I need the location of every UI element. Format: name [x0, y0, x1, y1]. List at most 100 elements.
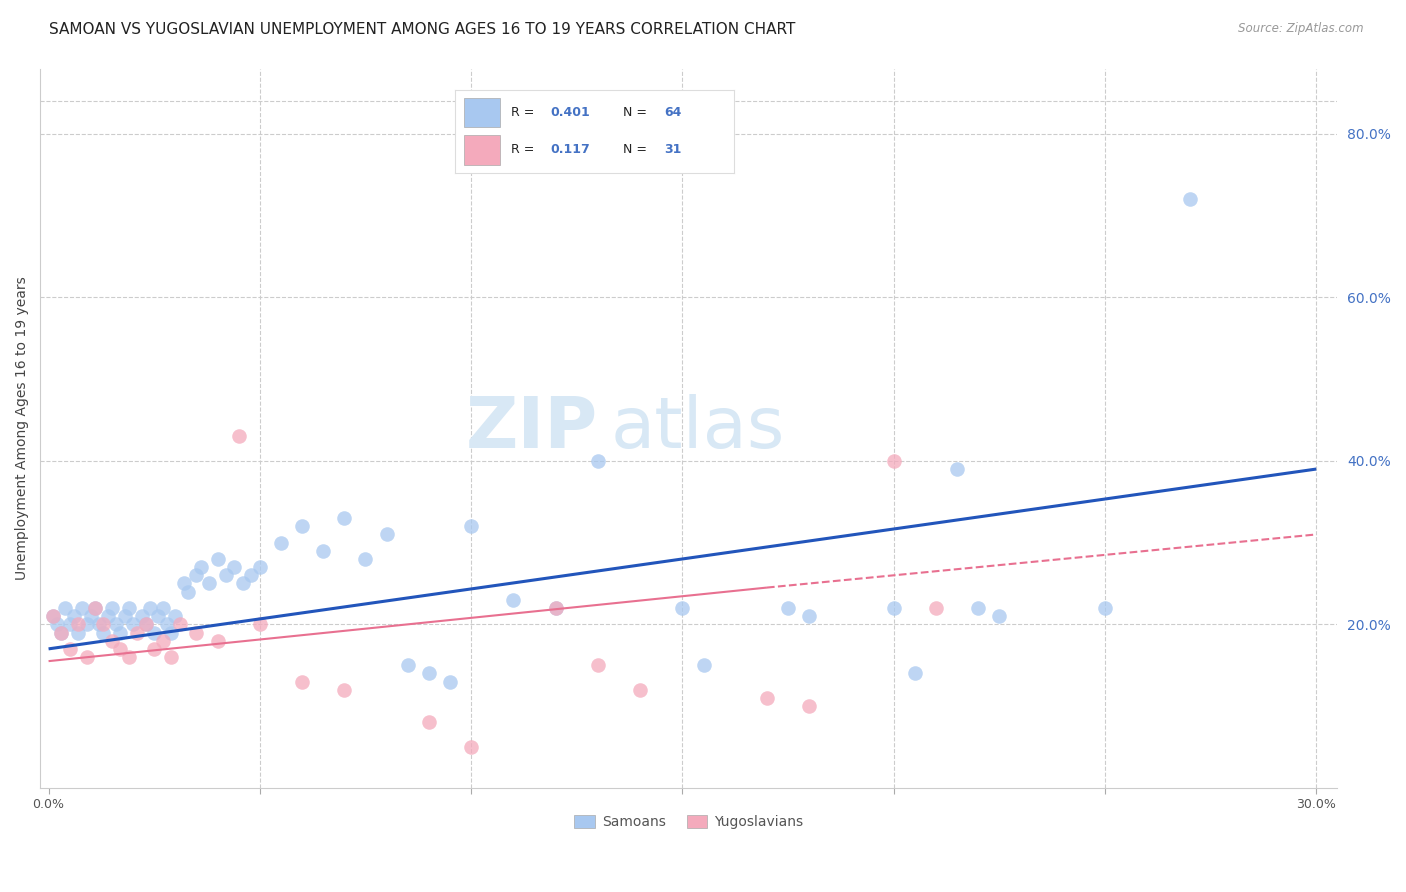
- Point: [127, 625, 149, 640]
- Point: [93, 617, 115, 632]
- Point: [967, 601, 990, 615]
- Point: [628, 682, 651, 697]
- Point: [692, 658, 714, 673]
- Point: [186, 625, 208, 640]
- Point: [93, 625, 115, 640]
- Point: [101, 633, 124, 648]
- Point: [131, 609, 153, 624]
- Point: [439, 674, 461, 689]
- Point: [418, 666, 440, 681]
- Point: [207, 552, 229, 566]
- Point: [169, 617, 191, 632]
- Point: [76, 617, 98, 632]
- Point: [291, 674, 314, 689]
- Point: [354, 552, 377, 566]
- Point: [46, 617, 69, 632]
- Point: [946, 462, 969, 476]
- Point: [799, 609, 821, 624]
- Text: SAMOAN VS YUGOSLAVIAN UNEMPLOYMENT AMONG AGES 16 TO 19 YEARS CORRELATION CHART: SAMOAN VS YUGOSLAVIAN UNEMPLOYMENT AMONG…: [49, 22, 796, 37]
- Point: [988, 609, 1011, 624]
- Point: [671, 601, 693, 615]
- Point: [135, 617, 157, 632]
- Point: [122, 617, 145, 632]
- Y-axis label: Unemployment Among Ages 16 to 19 years: Unemployment Among Ages 16 to 19 years: [15, 277, 30, 580]
- Point: [177, 584, 200, 599]
- Point: [925, 601, 948, 615]
- Point: [139, 601, 162, 615]
- Point: [72, 601, 94, 615]
- Point: [586, 454, 609, 468]
- Point: [460, 519, 482, 533]
- Point: [190, 560, 212, 574]
- Point: [118, 601, 141, 615]
- Point: [1094, 601, 1116, 615]
- Point: [312, 543, 335, 558]
- Point: [270, 535, 292, 549]
- Point: [152, 601, 174, 615]
- Point: [84, 601, 107, 615]
- Point: [160, 625, 183, 640]
- Point: [333, 682, 356, 697]
- Point: [904, 666, 927, 681]
- Text: ZIP: ZIP: [465, 393, 598, 463]
- Point: [89, 617, 111, 632]
- Point: [110, 641, 132, 656]
- Point: [799, 699, 821, 714]
- Point: [84, 601, 107, 615]
- Point: [63, 609, 86, 624]
- Point: [42, 609, 65, 624]
- Point: [207, 633, 229, 648]
- Point: [460, 739, 482, 754]
- Point: [502, 592, 524, 607]
- Point: [101, 601, 124, 615]
- Point: [883, 454, 905, 468]
- Point: [118, 650, 141, 665]
- Point: [240, 568, 263, 582]
- Point: [76, 650, 98, 665]
- Point: [51, 625, 73, 640]
- Point: [883, 601, 905, 615]
- Point: [51, 625, 73, 640]
- Point: [776, 601, 799, 615]
- Point: [544, 601, 567, 615]
- Point: [67, 617, 90, 632]
- Point: [165, 609, 187, 624]
- Point: [228, 429, 250, 443]
- Point: [224, 560, 246, 574]
- Point: [249, 560, 271, 574]
- Legend: Samoans, Yugoslavians: Samoans, Yugoslavians: [568, 810, 808, 835]
- Point: [232, 576, 254, 591]
- Point: [160, 650, 183, 665]
- Point: [59, 617, 82, 632]
- Point: [215, 568, 238, 582]
- Point: [110, 625, 132, 640]
- Point: [135, 617, 157, 632]
- Point: [249, 617, 271, 632]
- Point: [148, 609, 170, 624]
- Point: [586, 658, 609, 673]
- Point: [544, 601, 567, 615]
- Point: [143, 641, 166, 656]
- Point: [59, 641, 82, 656]
- Point: [396, 658, 419, 673]
- Point: [418, 715, 440, 730]
- Point: [173, 576, 195, 591]
- Point: [97, 609, 120, 624]
- Point: [198, 576, 221, 591]
- Point: [143, 625, 166, 640]
- Point: [755, 690, 778, 705]
- Point: [375, 527, 398, 541]
- Point: [55, 601, 77, 615]
- Point: [80, 609, 103, 624]
- Point: [105, 617, 128, 632]
- Point: [156, 617, 179, 632]
- Point: [1178, 192, 1201, 206]
- Point: [114, 609, 136, 624]
- Point: [42, 609, 65, 624]
- Point: [333, 511, 356, 525]
- Point: [291, 519, 314, 533]
- Point: [186, 568, 208, 582]
- Point: [67, 625, 90, 640]
- Text: Source: ZipAtlas.com: Source: ZipAtlas.com: [1239, 22, 1364, 36]
- Point: [152, 633, 174, 648]
